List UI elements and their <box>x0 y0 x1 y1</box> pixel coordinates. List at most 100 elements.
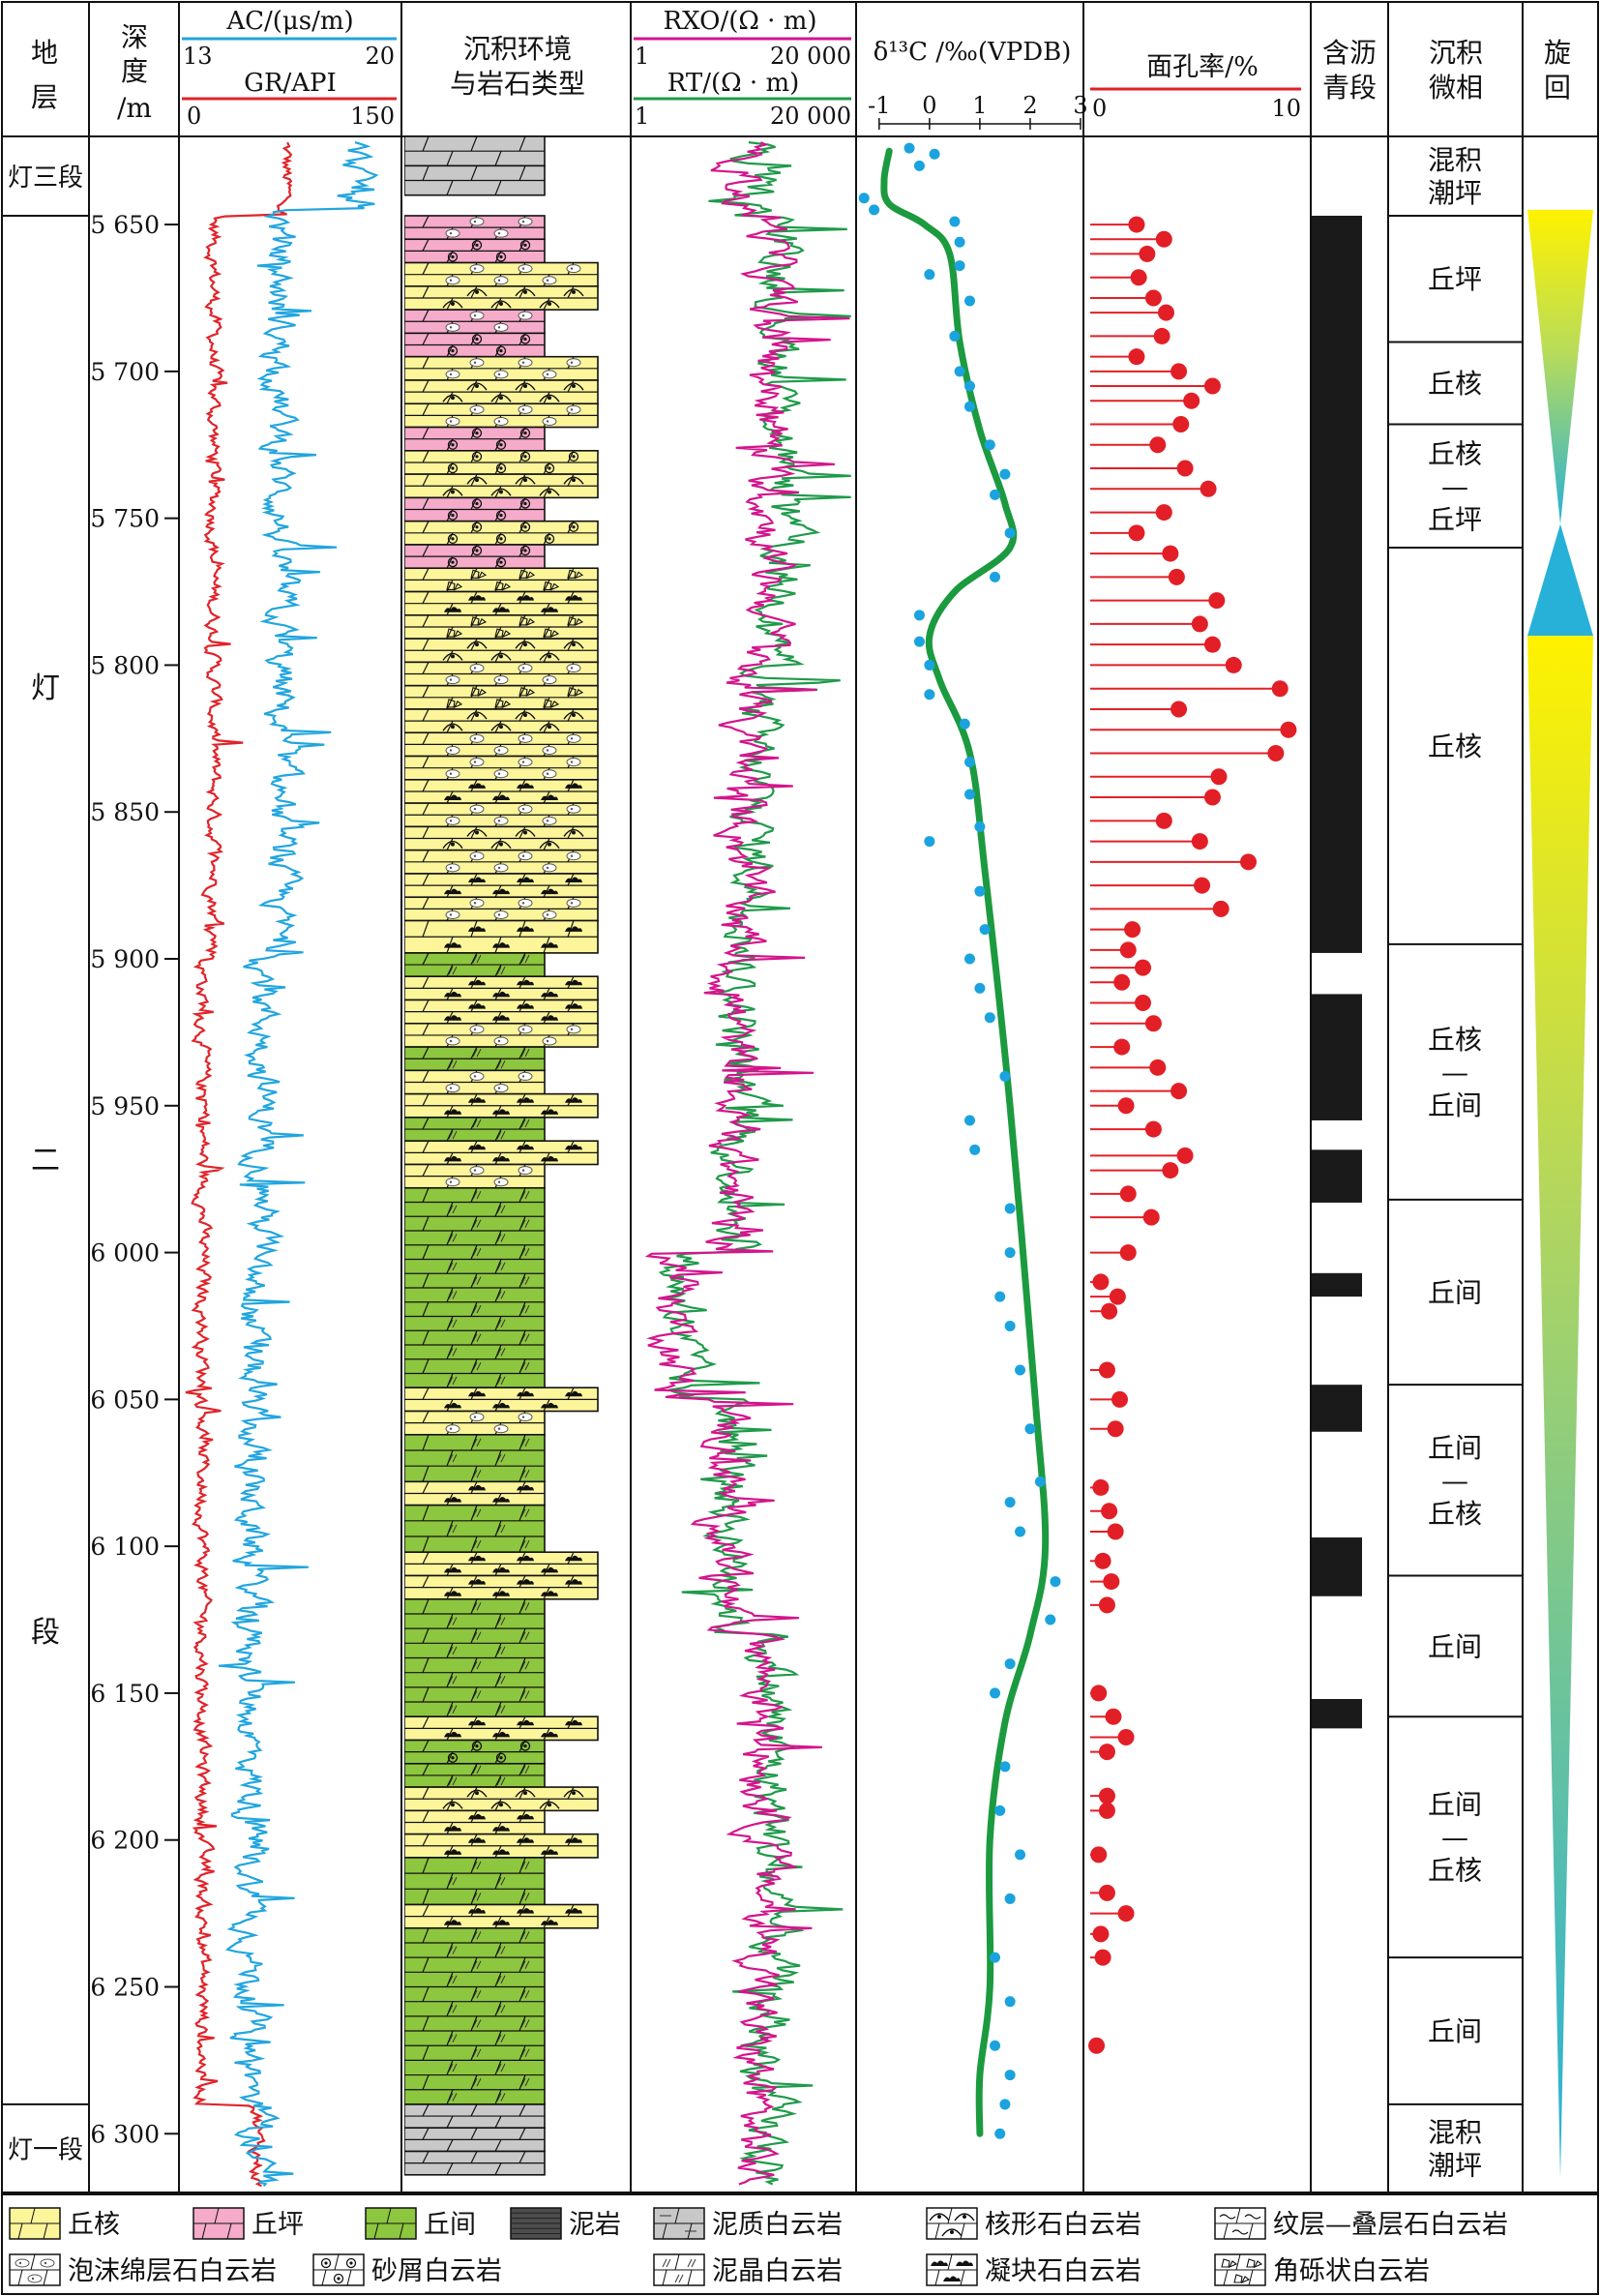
microfacies-label: 混积 <box>1428 2116 1482 2148</box>
micrite-symbol <box>448 2093 454 2102</box>
foam-dot <box>546 913 549 916</box>
porosity-point <box>1210 768 1228 786</box>
d13c-axis-label: δ¹³C /‰(VPDB) <box>874 38 1072 67</box>
lithology-layer-argillaceous_dolomite <box>404 2127 546 2153</box>
micrite-symbol <box>524 1960 530 1969</box>
micrite-symbol <box>524 1304 530 1314</box>
mound-symbol <box>490 1801 512 1809</box>
gr-curve-label: GR/API <box>244 69 337 98</box>
porosity-point <box>1280 721 1297 738</box>
depth-tick-label: 6 200 <box>90 1827 160 1855</box>
micrite-symbol <box>520 1438 526 1447</box>
table-frame <box>1 1 1599 2193</box>
mound-symbol <box>539 723 560 731</box>
brick-joint <box>519 285 526 299</box>
porosity-point <box>1144 289 1162 307</box>
foam-symbol <box>445 416 460 426</box>
porosity-point <box>1092 1478 1110 1496</box>
micrite-symbol <box>500 1705 506 1714</box>
oncoid-core <box>475 501 479 506</box>
d13c-point <box>954 236 965 248</box>
thrombolite-symbol <box>541 991 558 998</box>
ac-scale-min: 13 <box>183 43 213 70</box>
micrite-symbol <box>496 1319 502 1328</box>
breccia-symbol <box>1221 2258 1238 2269</box>
d13c-tick-label: 2 <box>1022 92 1037 119</box>
micrite-symbol <box>452 2093 458 2102</box>
oncoid-symbol <box>447 439 459 450</box>
brick-joint <box>422 1187 430 1203</box>
porosity-scale-min: 0 <box>1092 95 1107 122</box>
breccia-symbol <box>470 687 488 697</box>
foam-symbol <box>566 264 581 274</box>
foam-dot <box>521 902 525 905</box>
legend-border <box>1 2193 1599 2295</box>
porosity-point <box>1135 995 1151 1012</box>
foam-dot <box>473 408 477 411</box>
bitumen-interval <box>1312 215 1362 953</box>
breccia-symbol <box>543 581 560 591</box>
mound-symbol <box>466 711 488 720</box>
brick-joint <box>446 2001 454 2017</box>
micrite-symbol <box>448 1060 454 1069</box>
porosity-point <box>1117 1905 1135 1923</box>
oncoid-core <box>548 537 551 541</box>
foam-dot <box>570 667 574 670</box>
micrite-symbol <box>524 1276 530 1285</box>
micrite-symbol <box>520 1989 526 1999</box>
brick-joint <box>494 2030 502 2046</box>
micrite-symbol <box>524 1118 530 1128</box>
header-row: 地 层 深 度 /m AC/(μs/m) 13 20 GR/API 0 150 … <box>31 7 1571 130</box>
foam-symbol <box>40 2258 55 2268</box>
oncoid-core <box>499 560 503 564</box>
oncoid-symbol <box>447 252 459 262</box>
thrombolite-symbol <box>468 1813 486 1820</box>
oncoid-core <box>499 466 503 470</box>
brick-joint <box>494 2162 502 2176</box>
thrombolite-symbol <box>444 1109 461 1115</box>
oncoid-symbol <box>544 533 555 545</box>
micrite-symbol <box>448 1646 454 1655</box>
foam-dot <box>497 420 501 423</box>
oncoid-core <box>475 549 479 552</box>
d13c-point <box>964 953 975 965</box>
brick-joint <box>446 1613 454 1629</box>
microfacies-label: 丘核 <box>1428 368 1482 400</box>
mound-dot <box>475 478 479 483</box>
legend-item: 凝块石白云岩 <box>926 2253 1141 2286</box>
porosity-point <box>1117 1097 1135 1115</box>
brick-joint <box>446 1774 454 1788</box>
porosity-point <box>1098 1787 1115 1804</box>
brick-joint <box>446 1058 454 1071</box>
micrite-symbol <box>452 1617 458 1625</box>
oncoid-symbol <box>495 462 507 474</box>
microfacies-label: 丘坪 <box>1428 263 1482 295</box>
foam-symbol <box>566 663 581 672</box>
brick-joint <box>446 1128 454 1142</box>
thrombolite-symbol <box>541 607 558 612</box>
micrite-symbol <box>476 1304 482 1314</box>
brick-joint <box>519 1598 526 1615</box>
brick-joint <box>422 1834 430 1847</box>
brick-joint <box>470 2103 478 2117</box>
microfacies-label: 丘间 <box>1428 2015 1482 2047</box>
oncoid-symbol <box>519 240 531 251</box>
foam-dot <box>31 2277 35 2281</box>
porosity-point <box>1144 1120 1162 1138</box>
brick-joint <box>422 1244 430 1260</box>
micrite-symbol <box>496 1291 502 1299</box>
micrite-symbol <box>472 1960 478 1969</box>
micrite-symbol <box>448 2005 454 2013</box>
thrombolite-symbol <box>444 1826 461 1832</box>
lithology-layer-intermound <box>404 1504 546 1554</box>
foam-dot <box>449 1180 453 1183</box>
thrombolite-symbol <box>565 1719 582 1726</box>
foam-dot <box>570 854 574 857</box>
mound-dot <box>523 642 527 647</box>
micrite-symbol <box>472 1539 478 1549</box>
mound-dot <box>548 725 551 730</box>
lithology-layer-mound_core <box>404 1022 599 1048</box>
micrite-symbol <box>500 1060 506 1069</box>
mound-dot <box>548 396 551 401</box>
brick-joint <box>470 1273 478 1289</box>
